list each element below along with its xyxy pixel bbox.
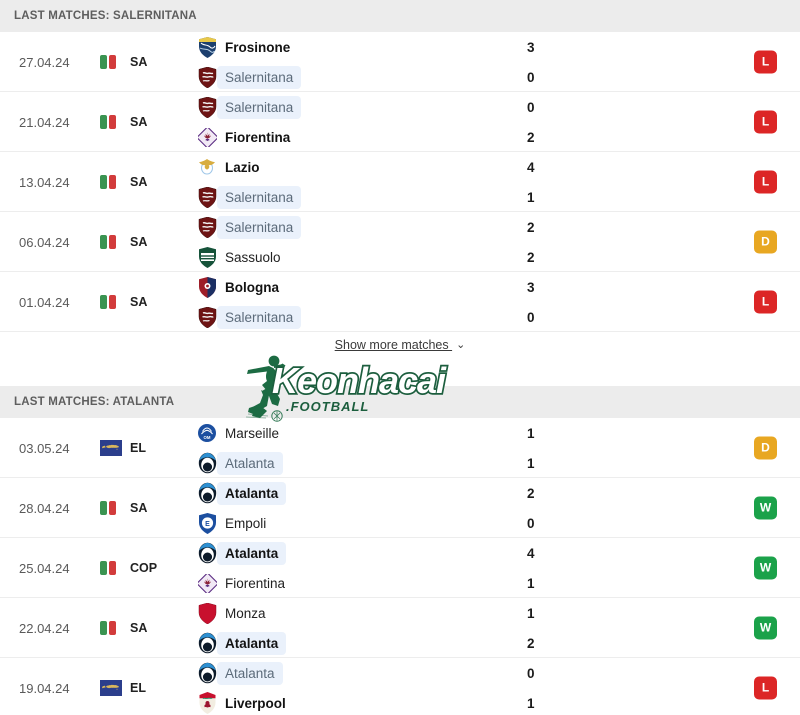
svg-text:Keonhacai: Keonhacai: [272, 360, 447, 401]
svg-text:E: E: [205, 521, 210, 528]
svg-text:.FOOTBALL: .FOOTBALL: [286, 399, 369, 414]
svg-text:OM: OM: [204, 435, 211, 440]
